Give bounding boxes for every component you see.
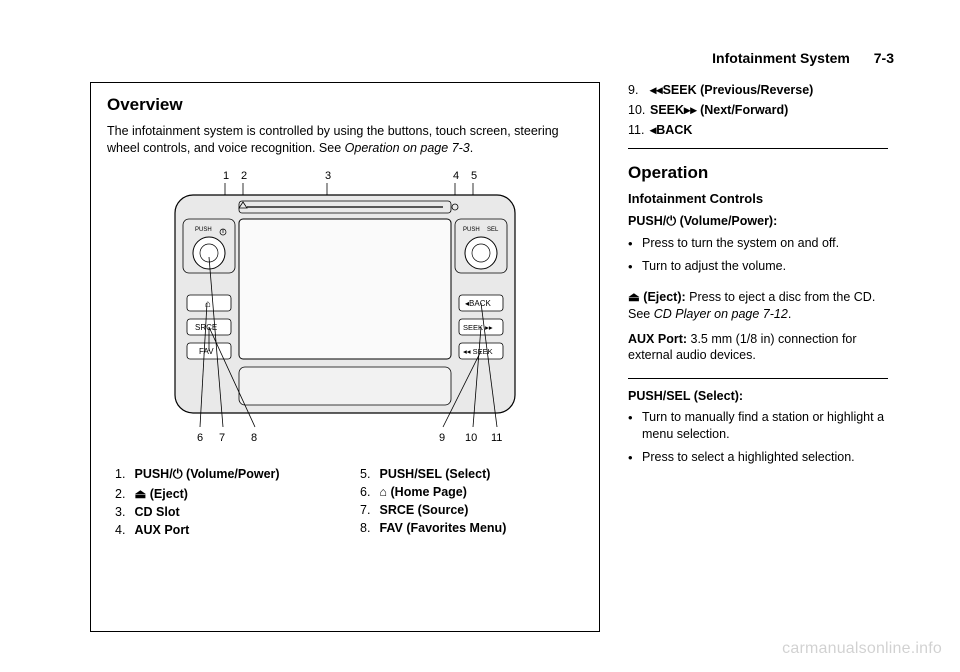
legend-item: 8. FAV (Favorites Menu) xyxy=(360,521,575,535)
overview-intro: The infotainment system is controlled by… xyxy=(107,123,583,157)
legend-item: 1. PUSH/⏻ (Volume/Power) xyxy=(115,467,330,482)
legend-item: 5. PUSH/SEL (Select) xyxy=(360,467,575,481)
operation-heading: Operation xyxy=(628,163,888,183)
power-icon: ⏻ xyxy=(173,467,183,481)
back-label: ◂BACK xyxy=(465,299,491,308)
legend-col-b: 5. PUSH/SEL (Select) 6. ⌂ (Home Page) 7.… xyxy=(360,467,575,541)
legend-item: 3. CD Slot xyxy=(115,505,330,519)
callout-10: 10 xyxy=(465,432,477,444)
touch-screen[interactable] xyxy=(239,219,451,359)
eject-paragraph: ⏏ (Eject): Press to eject a disc from th… xyxy=(628,289,888,323)
bottom-strip xyxy=(239,367,451,405)
sel-label: SEL xyxy=(487,227,499,233)
callout-3: 3 xyxy=(325,170,331,182)
watermark: carmanualsonline.info xyxy=(782,640,942,658)
callout-8: 8 xyxy=(251,432,257,444)
cd-player-link: CD Player on page 7-12 xyxy=(654,307,788,321)
divider xyxy=(628,148,888,149)
seek-prev-label: ◂◂ SEEK xyxy=(463,347,493,356)
callout-11: 11 xyxy=(491,432,502,444)
seek-next-label: SEEK ▸▸ xyxy=(463,323,493,332)
callout-1: 1 xyxy=(223,170,229,182)
push-sel-heading: PUSH/SEL (Select): xyxy=(628,389,888,403)
push-label-right: PUSH xyxy=(463,227,480,233)
home-icon: ⌂ xyxy=(379,485,387,499)
home-icon: ⌂ xyxy=(205,299,211,310)
content-columns: Overview The infotainment system is cont… xyxy=(90,82,900,632)
callout-2: 2 xyxy=(241,170,247,182)
legend-item: 11.◂BACK xyxy=(628,122,888,137)
volume-knob[interactable] xyxy=(193,237,225,269)
infotainment-diagram: 1 2 3 4 5 xyxy=(115,167,575,457)
controls-heading: Infotainment Controls xyxy=(628,191,888,206)
intro-text: The infotainment system is controlled by… xyxy=(107,124,559,155)
next-icon: ▸▸ xyxy=(684,103,697,117)
divider xyxy=(628,378,888,379)
page-container: Infotainment System 7-3 Overview The inf… xyxy=(0,0,960,672)
legend-item: 6. ⌂ (Home Page) xyxy=(360,485,575,499)
page-header: Infotainment System 7-3 xyxy=(90,50,900,66)
eject-icon: ⏏ xyxy=(134,487,146,501)
eject-icon: ⏏ xyxy=(628,290,640,304)
push-label-left: PUSH xyxy=(195,227,212,233)
callout-6: 6 xyxy=(197,432,203,444)
legend-col-a: 1. PUSH/⏻ (Volume/Power) 2. ⏏ (Eject) 3.… xyxy=(115,467,330,541)
bullet-item: Press to turn the system on and off. xyxy=(628,235,888,252)
right-column: 9.◂◂SEEK (Previous/Reverse) 10.SEEK▸▸ (N… xyxy=(628,82,888,632)
bullet-item: Turn to adjust the volume. xyxy=(628,258,888,275)
intro-link: Operation on page 7-3 xyxy=(345,141,470,155)
legend-item: 9.◂◂SEEK (Previous/Reverse) xyxy=(628,82,888,97)
callout-4: 4 xyxy=(453,170,459,182)
bullet-item: Turn to manually find a station or highl… xyxy=(628,409,888,443)
push-volume-bullets: Press to turn the system on and off. Tur… xyxy=(628,235,888,281)
legend-item: 4. AUX Port xyxy=(115,523,330,537)
legend-lists: 1. PUSH/⏻ (Volume/Power) 2. ⏏ (Eject) 3.… xyxy=(107,467,583,541)
overview-box: Overview The infotainment system is cont… xyxy=(90,82,600,632)
fav-label: FAV xyxy=(199,347,214,356)
prev-icon: ◂◂ xyxy=(650,83,663,97)
legend-item: 2. ⏏ (Eject) xyxy=(115,486,330,501)
overview-heading: Overview xyxy=(107,95,583,115)
select-knob[interactable] xyxy=(465,237,497,269)
push-sel-bullets: Turn to manually find a station or highl… xyxy=(628,409,888,472)
callout-7: 7 xyxy=(219,432,225,444)
push-volume-heading: PUSH/⏻ (Volume/Power): xyxy=(628,214,888,229)
bullet-item: Press to select a highlighted selection. xyxy=(628,449,888,466)
legend-item: 10.SEEK▸▸ (Next/Forward) xyxy=(628,102,888,117)
power-icon: ⏻ xyxy=(666,214,676,228)
page-number: 7-3 xyxy=(874,50,894,66)
intro-end: . xyxy=(470,141,473,155)
aux-paragraph: AUX Port: 3.5 mm (1/8 in) connection for… xyxy=(628,331,888,365)
legend-item: 7. SRCE (Source) xyxy=(360,503,575,517)
callout-9: 9 xyxy=(439,432,445,444)
callout-5: 5 xyxy=(471,170,477,182)
chapter-title: Infotainment System xyxy=(712,50,850,66)
